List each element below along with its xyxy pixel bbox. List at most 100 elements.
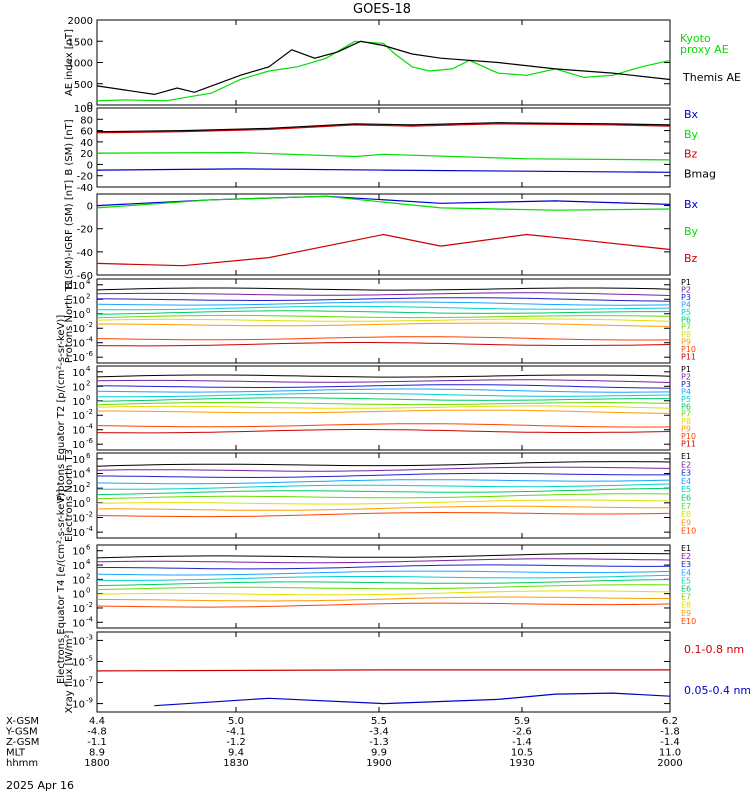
panel-frame-5	[96, 452, 671, 539]
footer-label-2: Z-GSM	[6, 737, 39, 748]
footer-value-3-0: 8.9	[89, 748, 105, 759]
y-tick-label-6-0: 10	[72, 547, 85, 558]
y-tick-exp-7-0: -3	[86, 633, 93, 641]
legend-4-4: P5	[681, 395, 691, 404]
y-tick-exp-5-5: -4	[86, 525, 94, 533]
footer-label-0: X-GSM	[6, 716, 39, 727]
y-tick-label-3-4: 10	[72, 339, 85, 350]
y-tick-label-0-2: 1000	[68, 59, 93, 70]
y-tick-label-0-3: 1500	[68, 37, 93, 48]
footer-value-0-3: 5.9	[514, 716, 530, 727]
legend-4-1: P2	[681, 372, 691, 381]
footer-value-0-2: 5.5	[371, 716, 387, 727]
y-tick-exp-6-5: -4	[86, 615, 94, 623]
y-tick-exp-6-2: 2	[86, 572, 90, 580]
y-axis-label-7: Xray flux [W/m²]	[64, 631, 75, 714]
flux-line-5-4	[97, 483, 671, 490]
panel-frame-2	[96, 193, 671, 276]
footer-label-1: Y-GSM	[5, 727, 38, 738]
flux-line-4-10	[96, 429, 671, 434]
footer-value-4-4: 2000	[657, 758, 682, 769]
y-tick-label-3-1: 10	[72, 295, 85, 306]
legend-4-5: P6	[681, 402, 691, 411]
flux-line-4-8	[96, 409, 671, 414]
legend-6-8: E9	[681, 609, 691, 618]
footer-value-1-4: -1.8	[660, 727, 680, 738]
footer-value-2-1: -1.2	[226, 737, 246, 748]
legend-6-0: E1	[681, 544, 691, 553]
y-tick-exp-4-3: -2	[86, 408, 93, 416]
footer-value-1-2: -3.4	[369, 727, 389, 738]
legend-themis: Themis AE	[682, 71, 741, 84]
flux-line-4-5	[96, 397, 670, 402]
y-tick-label-7-0: 10	[72, 636, 85, 647]
y-tick-label-2-1: -40	[77, 248, 93, 259]
flux-line-5-5	[96, 487, 671, 496]
legend-1-1: By	[684, 128, 699, 141]
legend-5-0: E1	[681, 452, 691, 461]
flux-line-5-3	[96, 479, 671, 485]
legend-3-5: P6	[681, 315, 691, 324]
legend-1-0: Bx	[684, 108, 699, 121]
flux-line-3-3	[96, 301, 671, 306]
y-tick-label-7-1: 10	[72, 657, 85, 668]
flux-line-3-6	[96, 314, 671, 319]
legend-5-6: E7	[681, 502, 691, 511]
date-label: 2025 Apr 16	[6, 779, 75, 792]
y-tick-label-7-2: 10	[72, 679, 85, 690]
flux-line-4-9	[96, 423, 671, 428]
flux-line-3-7	[96, 318, 671, 322]
y-tick-label-0-4: 2000	[68, 16, 93, 27]
panel-frame-1	[96, 107, 671, 188]
footer-value-1-0: -4.8	[87, 727, 107, 738]
y-axis-label-0: AE index [nT]	[64, 29, 75, 96]
legend-5-4: E5	[681, 485, 691, 494]
y-tick-exp-6-3: 0	[86, 587, 90, 595]
legend-3-10: P11	[681, 353, 696, 362]
y-tick-exp-3-3: -2	[86, 321, 93, 329]
legend-kyoto-1: Kyoto	[680, 32, 711, 45]
flux-line-3-4	[96, 305, 671, 311]
legend-4-0: P1	[681, 365, 691, 374]
y-tick-label-2-2: -20	[77, 225, 93, 236]
y-tick-label-3-3: 10	[72, 324, 85, 335]
y-tick-label-5-2: 10	[72, 484, 85, 495]
series-line-1-1	[96, 151, 671, 161]
y-tick-label-4-5: 10	[72, 440, 85, 451]
flux-line-6-3	[96, 570, 671, 576]
legend-xray-long: 0.1-0.8 nm	[684, 643, 744, 656]
legend-3-4: P5	[681, 308, 691, 317]
y-tick-label-3-2: 10	[72, 310, 85, 321]
legend-xray-short: 0.05-0.4 nm	[684, 684, 750, 697]
legend-3-2: P3	[681, 293, 691, 302]
legend-4-2: P3	[681, 380, 691, 389]
y-tick-label-1-1: -20	[77, 172, 93, 183]
y-tick-label-5-5: 10	[72, 528, 85, 539]
panel-frame-7	[96, 631, 671, 713]
footer-value-4-0: 1800	[84, 758, 109, 769]
footer-value-4-3: 1930	[509, 758, 534, 769]
series-line-2-1	[96, 195, 671, 211]
y-tick-exp-3-5: -6	[86, 350, 94, 358]
y-tick-label-5-4: 10	[72, 513, 85, 524]
legend-6-3: E4	[681, 568, 691, 577]
flux-line-5-2	[97, 472, 671, 479]
flux-line-5-8	[96, 505, 671, 511]
series-line-2-0	[96, 195, 671, 207]
y-tick-label-6-3: 10	[72, 590, 85, 601]
y-tick-label-1-7: 100	[74, 104, 93, 115]
legend-6-4: E5	[681, 576, 691, 585]
y-tick-label-2-0: -60	[77, 271, 93, 282]
footer-value-2-4: -1.4	[660, 737, 680, 748]
legend-3-1: P2	[681, 285, 691, 294]
y-tick-label-0-1: 500	[74, 80, 93, 91]
footer-value-4-2: 1900	[366, 758, 391, 769]
y-tick-label-4-3: 10	[72, 411, 85, 422]
panel-frame-6	[96, 544, 671, 629]
footer-value-2-2: -1.3	[369, 737, 389, 748]
y-tick-exp-6-4: -2	[86, 601, 93, 609]
series-line-1-0	[96, 168, 671, 173]
flux-line-6-2	[96, 564, 671, 570]
y-tick-exp-5-4: -2	[86, 510, 93, 518]
